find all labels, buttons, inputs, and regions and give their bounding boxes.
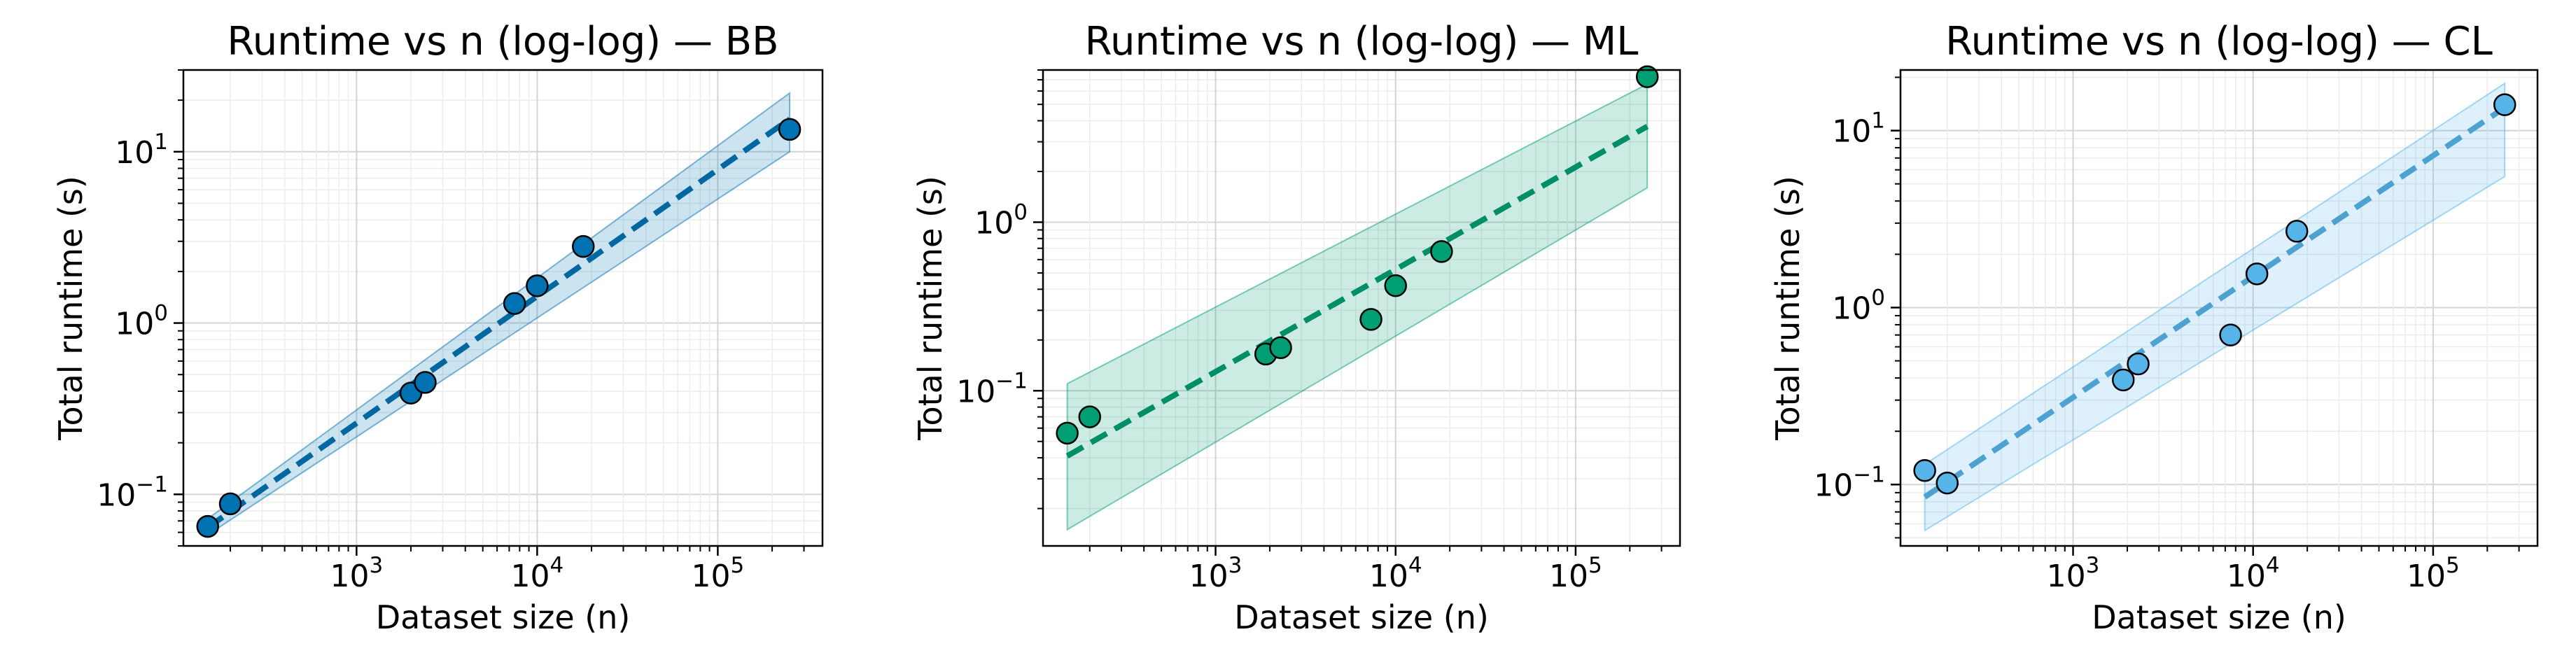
x-tick-label: 105: [1549, 553, 1602, 594]
y-tick-label: 10−1: [1814, 462, 1885, 503]
x-axis-label: Dataset size (n): [376, 598, 631, 636]
data-point: [2219, 323, 2242, 346]
y-tick-label: 100: [115, 301, 168, 342]
y-tick-label-base: 10: [1814, 468, 1853, 503]
data-point: [1935, 471, 1959, 495]
data-point: [526, 274, 549, 297]
x-tick-label-exponent: 5: [731, 553, 745, 578]
x-tick-label-base: 10: [511, 559, 550, 594]
x-tick-label: 105: [2407, 553, 2460, 594]
data-point: [1913, 459, 1936, 482]
y-tick-label-exponent: 1: [154, 129, 168, 155]
data-point: [778, 118, 802, 141]
x-tick-label-exponent: 4: [2266, 553, 2280, 578]
chart-title: Runtime vs n (log-log) — ML: [1085, 19, 1639, 64]
confidence-band: [1924, 82, 2506, 532]
y-tick-label-exponent: −1: [136, 472, 168, 497]
grid: [183, 69, 822, 547]
x-tick-label: 103: [2047, 553, 2100, 594]
x-tick-label-exponent: 3: [1228, 553, 1242, 578]
y-tick-label-base: 10: [1832, 114, 1871, 150]
x-tick-label-exponent: 5: [2446, 553, 2460, 578]
data-point: [1269, 336, 1292, 360]
data-point: [2493, 93, 2516, 116]
axes-frame: [1042, 69, 1681, 547]
y-tick-label-exponent: −1: [995, 368, 1028, 393]
y-axis-label: Total runtime (s): [52, 176, 90, 441]
x-tick-label-base: 10: [330, 559, 369, 594]
data-point: [1635, 65, 1659, 88]
x-tick-label-base: 10: [2047, 559, 2086, 594]
grid: [1900, 70, 2538, 546]
x-tick-label-base: 10: [2407, 559, 2446, 594]
y-tick-label-exponent: −1: [1853, 462, 1885, 487]
data-point: [1430, 240, 1453, 263]
x-tick-label-exponent: 4: [550, 553, 564, 578]
y-tick-label: 100: [974, 199, 1028, 241]
y-tick-label: 101: [115, 129, 168, 171]
data-point: [2127, 352, 2150, 376]
x-tick-label: 104: [1369, 553, 1422, 594]
data-point: [218, 492, 242, 516]
y-tick-label-exponent: 0: [154, 301, 168, 326]
y-tick-label: 10−1: [956, 368, 1028, 409]
y-axis-label: Total runtime (s): [1769, 176, 1807, 441]
y-tick-label-base: 10: [956, 374, 995, 409]
x-tick-label-base: 10: [2227, 559, 2266, 594]
y-tick-label-base: 10: [1832, 290, 1871, 326]
fit-line: [1065, 124, 1649, 458]
data-point: [2285, 220, 2309, 243]
x-tick-label-exponent: 4: [1408, 553, 1422, 578]
data-point: [1384, 274, 1407, 297]
x-axis-label: Dataset size (n): [1234, 598, 1489, 636]
x-tick-label: 103: [330, 553, 383, 594]
x-axis-label: Dataset size (n): [2092, 598, 2346, 636]
data-point: [1056, 421, 1079, 445]
x-tick-label-base: 10: [692, 559, 731, 594]
y-tick-label-base: 10: [115, 307, 154, 342]
data-point: [1359, 308, 1382, 331]
data-point: [571, 234, 595, 258]
y-tick-label: 10−1: [97, 472, 168, 513]
y-axis-label: Total runtime (s): [911, 176, 949, 441]
y-tick-label-base: 10: [97, 477, 136, 513]
x-tick-label-base: 10: [1549, 559, 1588, 594]
confidence-band: [1066, 83, 1648, 531]
x-tick-label-exponent: 3: [369, 553, 383, 578]
x-tick-label-exponent: 5: [1588, 553, 1602, 578]
data-point: [196, 514, 220, 538]
data-point: [1078, 405, 1102, 428]
y-tick-label-base: 10: [974, 205, 1014, 241]
y-tick-label-exponent: 0: [1871, 285, 1885, 310]
y-tick-label: 101: [1832, 108, 1885, 150]
fit-line: [1923, 105, 2507, 500]
data-point: [503, 292, 526, 315]
y-tick-label-base: 10: [115, 135, 154, 171]
data-point: [414, 371, 437, 394]
axes-frame: [182, 69, 824, 547]
x-tick-label-base: 10: [1369, 559, 1408, 594]
x-tick-label: 104: [511, 553, 564, 594]
x-tick-label-base: 10: [1189, 559, 1228, 594]
y-tick-label-exponent: 0: [1014, 199, 1028, 225]
y-tick-label-exponent: 1: [1871, 108, 1885, 134]
data-point: [2245, 262, 2269, 286]
x-tick-label: 103: [1189, 553, 1242, 594]
x-tick-label: 105: [692, 553, 745, 594]
chart-title: Runtime vs n (log-log) — BB: [227, 19, 778, 64]
x-tick-label-exponent: 3: [2086, 553, 2100, 578]
chart-title: Runtime vs n (log-log) — CL: [1945, 19, 2493, 64]
fit-line: [206, 116, 792, 531]
data-point: [2111, 368, 2135, 392]
x-tick-label: 104: [2227, 553, 2280, 594]
y-tick-label: 100: [1832, 285, 1885, 326]
